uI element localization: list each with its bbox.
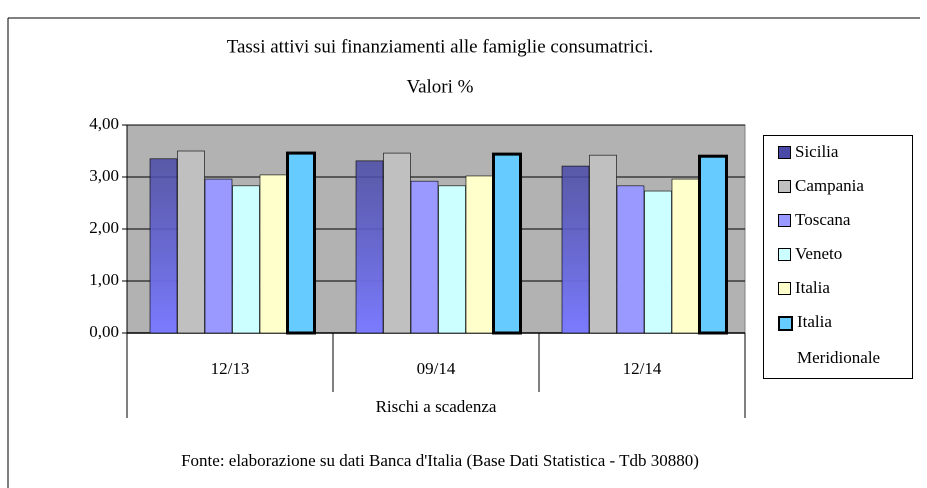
legend-item: Campania — [778, 176, 908, 210]
x-tick-label: 12/14 — [623, 359, 662, 378]
legend-label: Toscana — [795, 210, 851, 229]
bar — [383, 152, 411, 334]
y-tick-label: 1,00 — [89, 270, 119, 289]
y-tick-label: 0,00 — [89, 322, 119, 341]
bar — [286, 151, 316, 335]
legend-item: Sicilia — [778, 142, 908, 176]
bar — [259, 174, 288, 334]
bar — [177, 150, 205, 334]
legend-swatch — [778, 316, 793, 331]
legend-label: Italia Meridionale — [797, 312, 881, 367]
legend-label: Campania — [795, 176, 864, 195]
source-note: Fonte: elaborazione su dati Banca d'Ital… — [181, 451, 699, 470]
bar — [671, 178, 700, 334]
legend-swatch — [778, 282, 791, 295]
legend-label: Veneto — [795, 244, 843, 263]
legend-item: Italia Meridionale — [778, 312, 908, 367]
legend-item: Veneto — [778, 244, 908, 278]
bar — [698, 154, 728, 335]
x-axis-label: Rischi a scadenza — [376, 397, 497, 416]
chart-title: Tassi attivi sui finanziamenti alle fami… — [227, 36, 654, 57]
y-tick-label: 2,00 — [89, 218, 119, 237]
legend-label: Sicilia — [795, 142, 839, 161]
bar — [561, 165, 590, 334]
bar — [232, 185, 260, 334]
y-tick-label: 3,00 — [89, 166, 119, 185]
bar — [465, 175, 494, 334]
bar — [204, 178, 233, 334]
legend-swatch — [778, 248, 791, 261]
bar — [616, 185, 645, 334]
legend-swatch — [778, 146, 791, 159]
bar — [644, 190, 672, 334]
bar — [355, 160, 384, 334]
legend-swatch — [778, 214, 791, 227]
legend-swatch — [778, 180, 791, 193]
legend: Sicilia Campania Toscana Veneto Italia Italia… — [763, 135, 913, 379]
bar — [492, 152, 522, 335]
bar — [410, 180, 439, 334]
legend-item: Italia — [778, 278, 908, 312]
x-tick-label: 12/13 — [211, 359, 250, 378]
bar — [589, 154, 617, 334]
bar — [438, 185, 466, 334]
legend-label: Italia — [795, 278, 830, 297]
y-tick-label: 4,00 — [89, 114, 119, 133]
x-tick-label: 09/14 — [417, 359, 456, 378]
chart-subtitle: Valori % — [406, 76, 473, 97]
bar — [149, 158, 178, 334]
legend-item: Toscana — [778, 210, 908, 244]
